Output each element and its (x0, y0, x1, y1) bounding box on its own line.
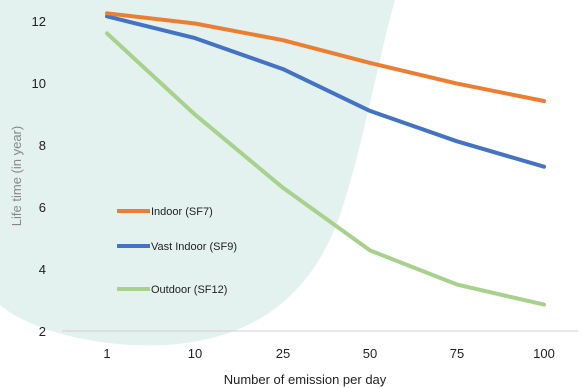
series-line (105, 14, 546, 169)
y-tick-labels: 2 4 6 8 10 12 (32, 14, 46, 339)
legend-label: Outdoor (SF12) (151, 284, 227, 296)
x-tick-label: 50 (363, 346, 377, 361)
series-line (105, 31, 546, 307)
x-tick-label: 1 (103, 346, 110, 361)
x-axis-title: Number of emission per day (224, 372, 387, 387)
y-tick-label: 12 (32, 14, 46, 29)
y-tick-label: 6 (39, 200, 46, 215)
x-tick-label: 25 (276, 346, 290, 361)
series-lines (105, 11, 546, 307)
y-tick-label: 4 (39, 262, 46, 277)
x-tick-labels: 1 10 25 50 75 100 (103, 346, 554, 361)
legend-label: Indoor (SF7) (151, 206, 213, 218)
y-tick-label: 8 (39, 138, 46, 153)
y-tick-label: 10 (32, 76, 46, 91)
series-line (105, 11, 546, 103)
x-tick-label: 100 (533, 346, 555, 361)
y-tick-label: 2 (39, 324, 46, 339)
legend: Indoor (SF7) Vast Indoor (SF9) Outdoor (SF… (117, 206, 237, 296)
legend-label: Vast Indoor (SF9) (151, 241, 237, 253)
x-tick-label: 75 (450, 346, 464, 361)
background-blob (0, 0, 395, 346)
x-tick-label: 10 (188, 346, 202, 361)
y-axis-title: Life time (in year) (9, 126, 24, 226)
